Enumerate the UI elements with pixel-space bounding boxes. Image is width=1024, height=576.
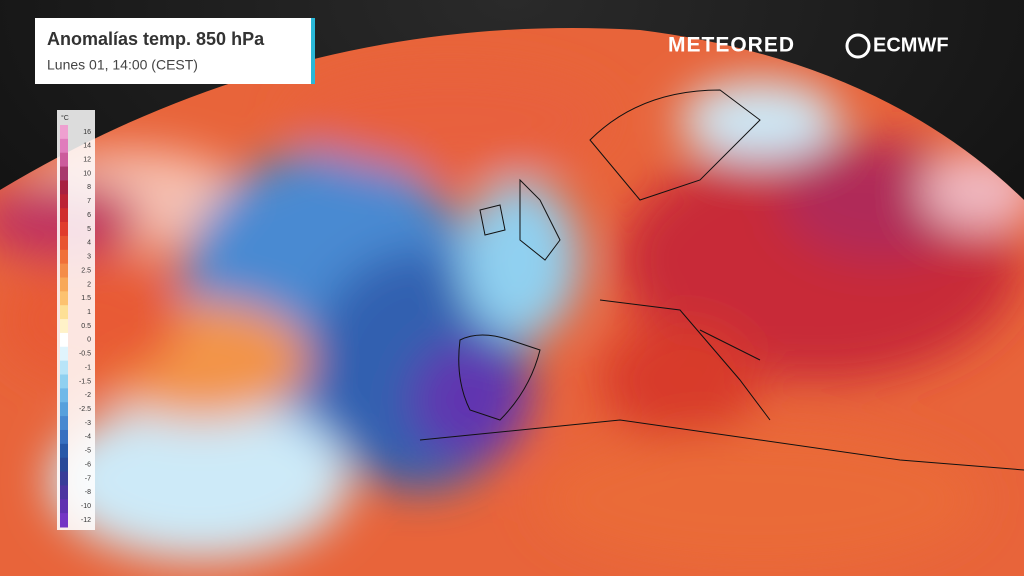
legend-swatch	[60, 471, 68, 486]
legend-swatch	[60, 166, 68, 181]
legend-label: 1	[87, 309, 91, 316]
legend-swatch	[60, 360, 68, 376]
legend-label: 1.5	[81, 295, 91, 302]
legend-label: 3	[87, 254, 91, 261]
brand-logo: METEORED	[668, 34, 795, 57]
legend-label: -0.5	[79, 351, 91, 358]
legend-label: 10	[83, 170, 91, 177]
legend-swatch	[60, 513, 68, 528]
legend-swatch	[60, 194, 68, 209]
legend: 16 14 12 10 8 7 6 5 4 3 2.5 2 1.5 1 0.5 0 -0.5 -1 -1.5 -2 -2…	[60, 125, 91, 528]
legend-swatch	[60, 319, 68, 334]
legend-swatch	[60, 499, 68, 514]
title: Anomalías temp. 850 hPa	[47, 29, 265, 49]
legend-unit: °C	[61, 114, 69, 122]
legend-swatch	[60, 235, 68, 251]
legend-swatch	[60, 374, 68, 389]
legend-label: 7	[87, 198, 91, 205]
legend-label: -7	[85, 475, 91, 482]
legend-label: -5	[85, 448, 91, 455]
legend-swatch	[60, 443, 68, 459]
legend-label: 4	[87, 240, 91, 247]
legend-label: 16	[83, 129, 91, 136]
legend-label: 2	[87, 281, 91, 288]
legend-label: -1	[85, 364, 91, 371]
legend-label: -10	[81, 503, 91, 510]
legend-label: 14	[83, 143, 91, 150]
legend-swatch	[60, 346, 68, 362]
legend-label: -6	[85, 461, 91, 468]
legend-swatch	[60, 125, 68, 140]
legend-swatch	[60, 180, 68, 195]
legend-swatch	[60, 152, 68, 168]
legend-label: 5	[87, 226, 91, 233]
partner-logo: ECMWF	[873, 34, 949, 56]
legend-swatch	[60, 305, 68, 320]
legend-swatch	[60, 277, 68, 292]
legend-swatch	[60, 291, 68, 306]
legend-label: -4	[85, 434, 91, 441]
legend-label: -3	[85, 420, 91, 427]
legend-swatch	[60, 263, 68, 278]
legend-label: 8	[87, 184, 91, 191]
legend-swatch	[60, 485, 68, 500]
legend-swatch	[60, 457, 68, 473]
legend-label: 0	[87, 337, 91, 344]
legend-swatch	[60, 138, 68, 154]
partner-icon	[845, 33, 871, 59]
legend-label: -2.5	[79, 406, 91, 413]
legend-swatch	[60, 416, 68, 431]
legend-swatch	[60, 249, 68, 265]
subtitle: Lunes 01, 14:00 (CEST)	[47, 57, 198, 73]
title-box	[35, 18, 315, 84]
legend-label: 2.5	[81, 267, 91, 274]
legend-label: -1.5	[79, 378, 91, 385]
legend-label: 12	[83, 156, 91, 163]
coastlines	[419, 89, 1024, 471]
legend-swatch	[60, 429, 68, 445]
legend-swatch	[60, 332, 68, 348]
legend-label: 6	[87, 212, 91, 219]
legend-swatch	[60, 208, 68, 223]
legend-label: 0.5	[81, 323, 91, 330]
legend-label: -8	[85, 489, 91, 496]
title-accent	[311, 18, 315, 84]
legend-label: -2	[85, 392, 91, 399]
legend-label: -12	[81, 517, 91, 524]
legend-swatch	[60, 222, 68, 237]
legend-swatch	[60, 402, 68, 417]
legend-swatch	[60, 388, 68, 403]
